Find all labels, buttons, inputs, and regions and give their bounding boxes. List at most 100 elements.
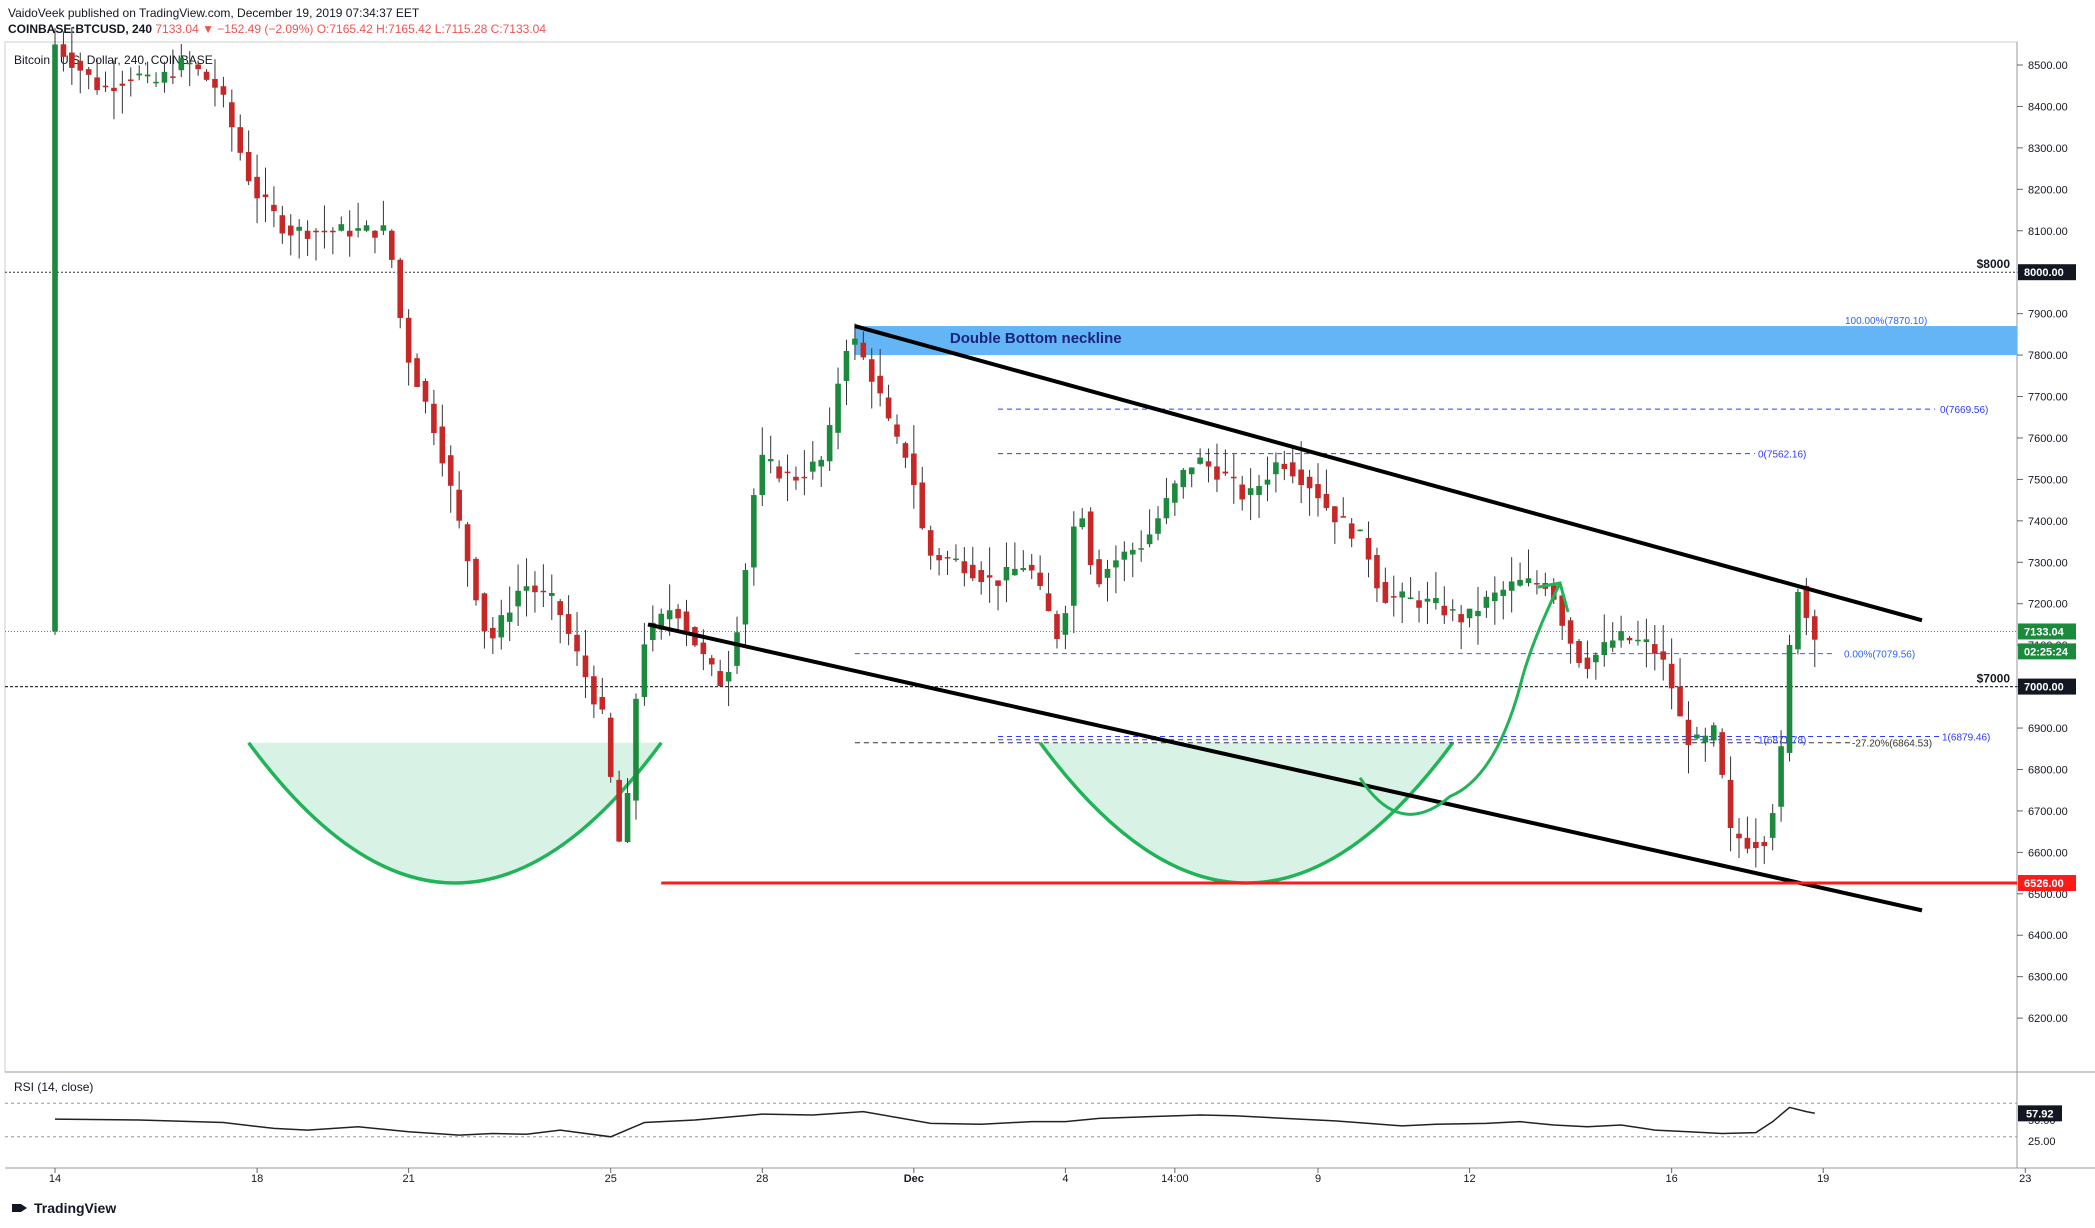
candle-down <box>944 557 951 559</box>
candle-up <box>1273 462 1279 475</box>
candle-down <box>1306 476 1313 489</box>
candle-down <box>1441 605 1448 616</box>
candle-down <box>321 230 328 233</box>
price-badge-text: 8000.00 <box>2024 267 2064 279</box>
candle-down <box>473 558 479 601</box>
candle-up <box>1475 610 1481 617</box>
x-tick-label: 16 <box>1666 1173 1678 1185</box>
candle-down <box>1567 620 1574 644</box>
axis-badges: 8000.00 7133.04 02:25:24 7000.00 6526.00 <box>2018 264 2076 892</box>
candle-down <box>1727 779 1734 828</box>
fib-top-label: 100.00%(7870.10) <box>1845 316 1927 327</box>
candle-down <box>1803 585 1810 618</box>
candle-down <box>582 655 589 678</box>
candle-down <box>397 259 404 318</box>
candle-down <box>1811 616 1818 640</box>
candle-up <box>734 632 740 666</box>
neckline-label: Double Bottom neckline <box>950 330 1122 347</box>
candle-down <box>1239 484 1246 500</box>
candle-up <box>666 610 673 620</box>
candle-up <box>136 73 142 76</box>
candle-up <box>1449 609 1456 611</box>
candle-down <box>885 397 892 419</box>
candle-up <box>852 338 858 345</box>
candle-down <box>1298 469 1304 486</box>
y-tick-label: 7400.00 <box>2028 516 2068 528</box>
level4-label: 1(6871.78) <box>1758 736 1806 747</box>
candle-up <box>826 425 833 462</box>
candle-up <box>296 226 302 231</box>
y-tick-label: 7600.00 <box>2028 433 2068 445</box>
candle-up <box>810 461 816 472</box>
candle-down <box>1576 641 1582 663</box>
candle-up <box>1643 639 1650 643</box>
candle-down <box>77 60 84 71</box>
candle-down <box>1028 564 1035 571</box>
candle-up <box>1769 813 1776 838</box>
candle-up <box>751 495 757 568</box>
candle-down <box>111 87 117 92</box>
candle-up <box>1188 467 1195 475</box>
price-badge <box>2018 264 2076 281</box>
candle-up <box>1702 735 1709 743</box>
candle-up <box>153 81 159 84</box>
candle-up <box>548 593 555 596</box>
projection-arrow <box>1358 582 1562 816</box>
candle-down <box>557 601 563 616</box>
candle-up <box>1424 598 1431 602</box>
price-badge-text: 7133.04 <box>2024 626 2065 638</box>
candle-down <box>195 64 201 70</box>
candle-down <box>1231 476 1237 479</box>
x-tick-label: Dec <box>904 1173 924 1185</box>
y-tick-label: 7800.00 <box>2028 350 2068 362</box>
candle-down <box>262 194 269 198</box>
candle-down <box>532 585 538 593</box>
candle-down <box>911 453 917 486</box>
candle-up <box>1525 578 1532 583</box>
candle-down <box>717 671 723 687</box>
price-badge-text: 02:25:24 <box>2024 646 2069 658</box>
candle-up <box>161 71 168 83</box>
candle-down <box>599 696 606 710</box>
candle-down <box>784 471 791 474</box>
candle-up <box>1012 568 1018 576</box>
y-tick-label: 6800.00 <box>2028 764 2068 776</box>
candle-down <box>675 608 681 619</box>
y-tick-label: 6200.00 <box>2028 1013 2068 1025</box>
cup-outline <box>247 741 663 885</box>
rsi-tick-label: 25.00 <box>2028 1136 2056 1148</box>
x-axis: 1418212528Dec414:009121619232629202014:0… <box>49 1168 2031 1185</box>
candle-down <box>1205 461 1212 467</box>
candle-down <box>1677 686 1683 717</box>
candle-down <box>565 614 572 634</box>
x-tick-label: 14:00 <box>1161 1173 1189 1185</box>
candle-down <box>220 86 227 95</box>
candle-down <box>708 658 715 665</box>
candle-down <box>776 466 782 479</box>
x-tick-label: 28 <box>756 1173 768 1185</box>
fib-zero-label: 0.00%(7079.56) <box>1844 650 1915 661</box>
neckline-band <box>854 326 2017 356</box>
candle-up <box>1079 518 1086 528</box>
price-badge <box>2018 623 2076 640</box>
candle-down <box>1323 493 1330 509</box>
candle-down <box>927 530 934 556</box>
candle-down <box>700 642 707 655</box>
candle-up <box>658 613 665 630</box>
candle-down <box>969 564 976 579</box>
publisher-line: VaidoVeek published on TradingView.com, … <box>8 6 420 20</box>
candle-up <box>52 44 58 632</box>
candle-down <box>1458 614 1464 623</box>
tradingview-footer: TradingView <box>12 1200 116 1216</box>
candle-down <box>986 575 993 578</box>
candle-down <box>1719 732 1725 775</box>
candle-up <box>624 792 631 842</box>
candle-up <box>1694 734 1700 739</box>
candle-down <box>919 482 926 529</box>
price-badge-text: 6526.00 <box>2024 878 2064 890</box>
candle-up <box>835 383 841 433</box>
candle-down <box>102 85 109 88</box>
candle-down <box>439 426 446 464</box>
